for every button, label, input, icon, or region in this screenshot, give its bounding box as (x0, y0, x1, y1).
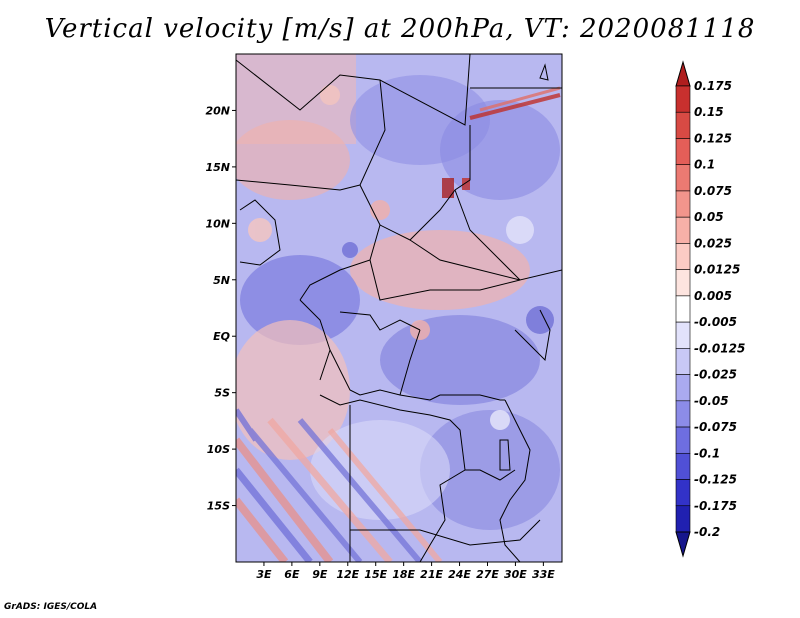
colorbar-segment (675, 164, 691, 192)
x-tick-label: 6E (284, 568, 300, 581)
y-tick-label: 10N (205, 217, 230, 230)
x-tick-label: 21E (420, 568, 443, 581)
map-title: Vertical velocity [m/s] at 200hPa, VT: 2… (44, 14, 756, 44)
y-tick-label: 10S (207, 443, 230, 456)
colorbar-label: -0.025 (694, 368, 737, 382)
y-tick-label: 5S (214, 387, 230, 400)
colorbar-label: 0.025 (694, 236, 732, 250)
colorbar-segment (675, 190, 691, 218)
colorbar-label: 0.0125 (694, 263, 740, 277)
colorbar-label: 0.005 (694, 289, 732, 303)
colorbar-label: -0.125 (694, 473, 737, 487)
colorbar-segment (675, 295, 691, 323)
y-tick-label: 20N (205, 104, 230, 117)
colorbar-label: 0.075 (694, 184, 732, 198)
y-tick-label: 5N (213, 274, 230, 287)
colorbar-segment (675, 269, 691, 297)
colorbar-label: -0.1 (694, 446, 720, 460)
colorbar-segment (675, 374, 691, 402)
x-tick-label: 27E (476, 568, 499, 581)
colorbar-segment (675, 348, 691, 375)
colorbar-segment (675, 216, 691, 244)
colorbar-segment (675, 400, 691, 428)
colorbar-segment (675, 138, 691, 166)
x-tick-label: 18E (392, 568, 415, 581)
y-tick-label: EQ (213, 330, 230, 343)
colorbar-label: 0.15 (694, 105, 724, 119)
colorbar-label: 0.175 (694, 79, 732, 93)
colorbar-label: -0.005 (694, 315, 737, 329)
x-tick-label: 30E (504, 568, 527, 581)
colorbar-segment (675, 85, 691, 113)
x-tick-label: 12E (336, 568, 359, 581)
x-axis: 3E 6E 9E 12E 15E 18E 21E 24E 27E 30E 33E (256, 562, 555, 581)
country-borders (236, 54, 562, 562)
y-axis: 20N 15N 10N 5N EQ 5S 10S 15S (205, 104, 236, 513)
colorbar-segment (675, 505, 691, 533)
x-tick-label: 15E (364, 568, 387, 581)
colorbar-segment (675, 426, 691, 454)
colorbar-bottom-triangle (675, 531, 691, 558)
x-tick-label: 9E (312, 568, 328, 581)
colorbar-segment (675, 321, 691, 349)
colorbar-label: 0.125 (694, 131, 732, 145)
colorbar-label: -0.2 (694, 525, 720, 539)
x-tick-label: 24E (448, 568, 471, 581)
colorbar-label: 0.1 (694, 158, 715, 172)
colorbar-segment (675, 479, 691, 507)
x-tick-label: 3E (256, 568, 272, 581)
map-frame (235, 53, 563, 563)
x-tick-label: 33E (532, 568, 555, 581)
y-tick-label: 15N (205, 161, 230, 174)
colorbar-top-triangle (675, 60, 691, 87)
grads-credit: GrADS: IGES/COLA (4, 602, 98, 612)
colorbar-label: -0.05 (694, 394, 729, 408)
colorbar-segment (675, 111, 691, 139)
colorbar: 0.175 0.15 0.125 0.1 0.075 0.05 0.025 0.0125 0.0… (675, 60, 745, 558)
colorbar-label: -0.175 (694, 499, 737, 513)
colorbar-segment (675, 243, 691, 270)
colorbar-segment (675, 452, 691, 480)
colorbar-label: -0.075 (694, 420, 737, 434)
y-tick-label: 15S (207, 500, 230, 513)
colorbar-label: 0.05 (694, 210, 724, 224)
velocity-field (236, 54, 562, 562)
colorbar-label: -0.0125 (694, 341, 745, 355)
